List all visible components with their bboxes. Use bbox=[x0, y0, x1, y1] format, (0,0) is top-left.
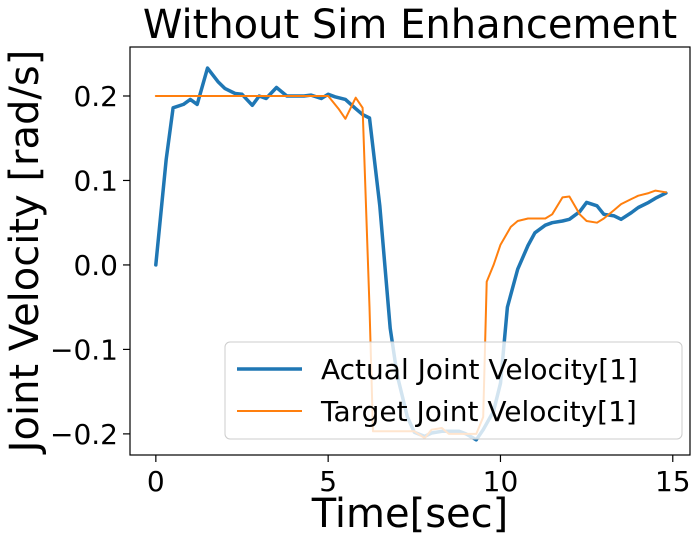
legend-box bbox=[224, 341, 683, 440]
chart-title: Without Sim Enhancement bbox=[143, 2, 677, 48]
legend-label-target: Target Joint Velocity[1] bbox=[320, 395, 637, 428]
y-tick-label: 0.1 bbox=[73, 164, 118, 197]
y-axis-label: Joint Velocity [rad/s] bbox=[2, 50, 48, 456]
x-tick-label: 10 bbox=[483, 465, 519, 498]
y-tick-label: 0.2 bbox=[73, 80, 118, 113]
x-tick-label: 5 bbox=[319, 465, 337, 498]
y-tick-label: −0.2 bbox=[50, 418, 118, 451]
legend-label-actual: Actual Joint Velocity[1] bbox=[321, 353, 638, 386]
x-tick-label: 0 bbox=[147, 465, 165, 498]
y-axis-ticks: −0.2 −0.1 0.0 0.1 0.2 bbox=[50, 80, 130, 451]
x-tick-label: 15 bbox=[655, 465, 691, 498]
legend: Actual Joint Velocity[1] Target Joint Ve… bbox=[224, 341, 683, 440]
plot-frame bbox=[129, 46, 691, 456]
x-axis-label: Time[sec] bbox=[311, 491, 509, 537]
y-tick-label: 0.0 bbox=[73, 249, 118, 282]
x-axis-ticks: 0 5 10 15 bbox=[147, 455, 691, 498]
y-tick-label: −0.1 bbox=[50, 333, 118, 366]
